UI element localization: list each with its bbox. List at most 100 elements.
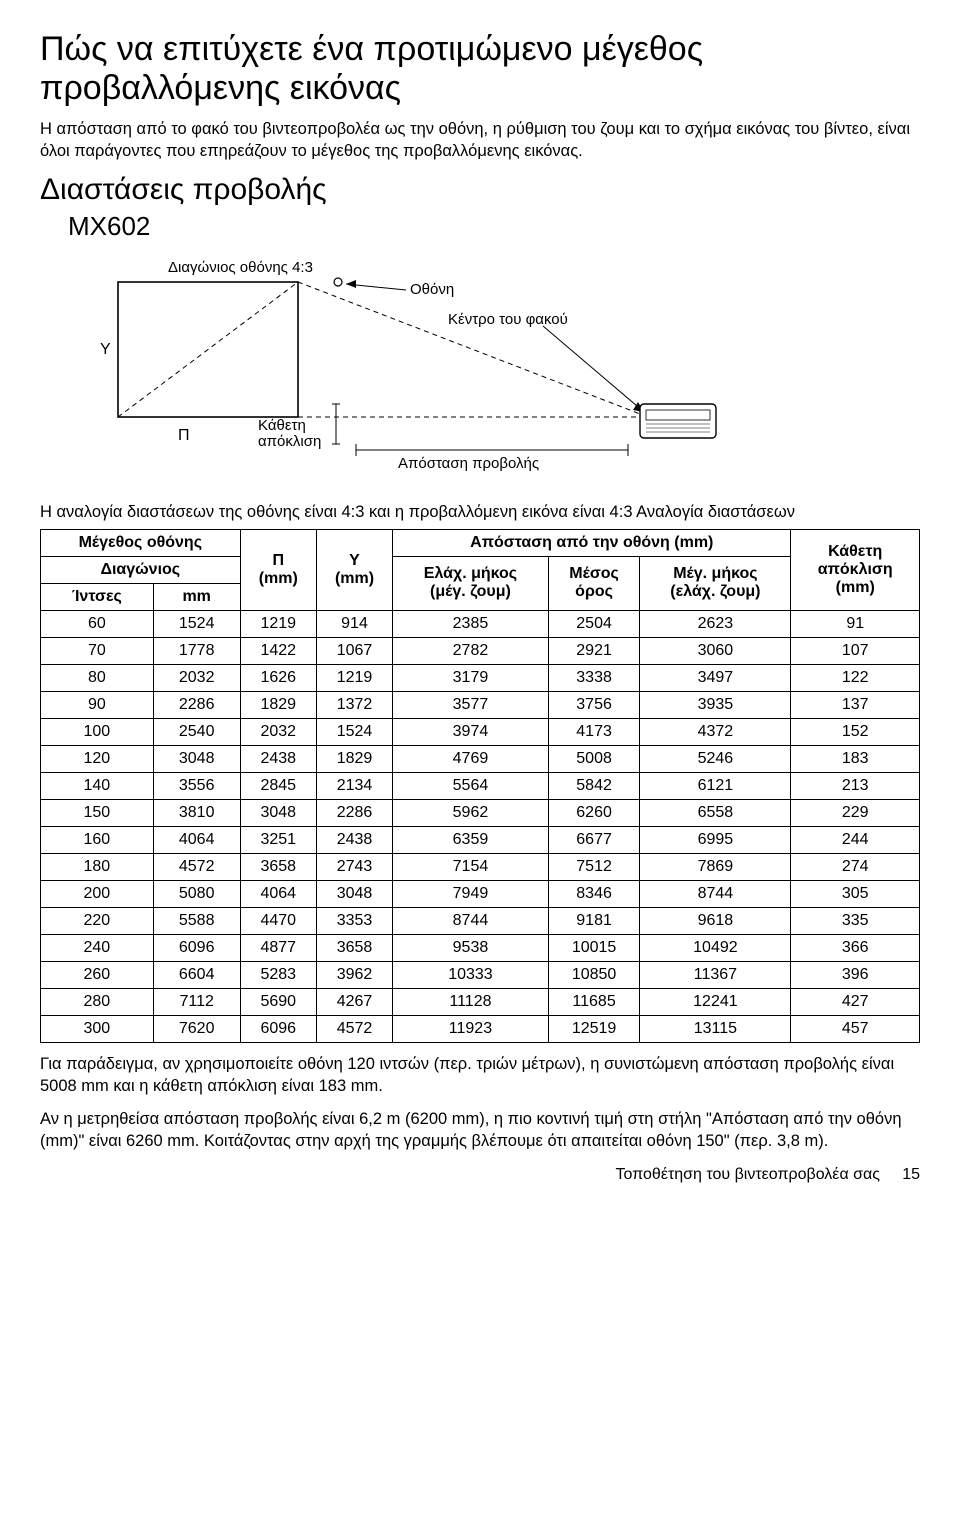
- table-cell: 274: [791, 853, 920, 880]
- projection-table: Μέγεθος οθόνης Π(mm) Υ(mm) Απόσταση από …: [40, 529, 920, 1043]
- table-cell: 5080: [153, 880, 240, 907]
- table-row: 160406432512438635966776995244: [41, 826, 920, 853]
- page-footer: Τοποθέτηση του βιντεοπροβολέα σας 15: [40, 1166, 920, 1184]
- table-cell: 1626: [240, 664, 316, 691]
- table-cell: 1829: [240, 691, 316, 718]
- table-cell: 4173: [548, 718, 640, 745]
- table-cell: 1067: [316, 637, 392, 664]
- table-row: 90228618291372357737563935137: [41, 691, 920, 718]
- table-cell: 5283: [240, 961, 316, 988]
- table-cell: 1778: [153, 637, 240, 664]
- table-cell: 3048: [240, 799, 316, 826]
- table-row: 280711256904267111281168512241427: [41, 988, 920, 1015]
- table-cell: 427: [791, 988, 920, 1015]
- aspect-ratio-text: Η αναλογία διαστάσεων της οθόνης είναι 4…: [40, 501, 920, 523]
- table-cell: 4267: [316, 988, 392, 1015]
- table-cell: 914: [316, 610, 392, 637]
- table-cell: 4064: [240, 880, 316, 907]
- th-screen-size: Μέγεθος οθόνης: [41, 529, 241, 556]
- table-cell: 3353: [316, 907, 392, 934]
- table-cell: 11367: [640, 961, 791, 988]
- table-cell: 2921: [548, 637, 640, 664]
- table-cell: 2845: [240, 772, 316, 799]
- table-row: 140355628452134556458426121213: [41, 772, 920, 799]
- table-cell: 183: [791, 745, 920, 772]
- table-cell: 2623: [640, 610, 791, 637]
- table-cell: 4064: [153, 826, 240, 853]
- table-cell: 6121: [640, 772, 791, 799]
- table-cell: 70: [41, 637, 154, 664]
- table-cell: 260: [41, 961, 154, 988]
- projection-diagram: Διαγώνιος οθόνης 4:3 Οθόνη Κέντρο του φα…: [88, 252, 920, 487]
- table-cell: 1372: [316, 691, 392, 718]
- th-voffset: Κάθετηαπόκλιση(mm): [791, 529, 920, 610]
- table-cell: 160: [41, 826, 154, 853]
- table-cell: 5564: [393, 772, 549, 799]
- table-row: 180457236582743715475127869274: [41, 853, 920, 880]
- table-cell: 6096: [240, 1015, 316, 1042]
- table-cell: 3048: [153, 745, 240, 772]
- table-row: 601524121991423852504262391: [41, 610, 920, 637]
- table-cell: 244: [791, 826, 920, 853]
- table-cell: 5842: [548, 772, 640, 799]
- table-cell: 2504: [548, 610, 640, 637]
- table-cell: 6260: [548, 799, 640, 826]
- table-cell: 5008: [548, 745, 640, 772]
- table-cell: 107: [791, 637, 920, 664]
- th-P: Π(mm): [240, 529, 316, 610]
- table-cell: 2286: [316, 799, 392, 826]
- table-cell: 150: [41, 799, 154, 826]
- table-cell: 2134: [316, 772, 392, 799]
- table-row: 120304824381829476950085246183: [41, 745, 920, 772]
- table-cell: 2032: [240, 718, 316, 745]
- table-row: 200508040643048794983468744305: [41, 880, 920, 907]
- th-inches: Ίντσες: [41, 583, 154, 610]
- footer-page-number: 15: [902, 1166, 920, 1183]
- table-cell: 5962: [393, 799, 549, 826]
- table-cell: 3658: [240, 853, 316, 880]
- table-cell: 3810: [153, 799, 240, 826]
- footer-text: Τοποθέτηση του βιντεοπροβολέα σας: [616, 1166, 880, 1183]
- table-cell: 7949: [393, 880, 549, 907]
- table-cell: 6359: [393, 826, 549, 853]
- table-cell: 3962: [316, 961, 392, 988]
- table-cell: 140: [41, 772, 154, 799]
- table-cell: 1524: [316, 718, 392, 745]
- table-cell: 305: [791, 880, 920, 907]
- table-cell: 10850: [548, 961, 640, 988]
- table-cell: 2385: [393, 610, 549, 637]
- table-cell: 396: [791, 961, 920, 988]
- example-paragraph-2: Αν η μετρηθείσα απόσταση προβολής είναι …: [40, 1108, 920, 1153]
- th-avg: Μέσοςόρος: [548, 556, 640, 610]
- table-cell: 80: [41, 664, 154, 691]
- page-title: Πώς να επιτύχετε ένα προτιμώμενο μέγεθος…: [40, 30, 920, 108]
- table-row: 80203216261219317933383497122: [41, 664, 920, 691]
- table-cell: 9538: [393, 934, 549, 961]
- label-lens-center: Κέντρο του φακού: [448, 311, 568, 328]
- table-cell: 9181: [548, 907, 640, 934]
- table-row: 300762060964572119231251913115457: [41, 1015, 920, 1042]
- table-cell: 213: [791, 772, 920, 799]
- table-cell: 3577: [393, 691, 549, 718]
- table-cell: 7869: [640, 853, 791, 880]
- table-cell: 5588: [153, 907, 240, 934]
- table-cell: 11923: [393, 1015, 549, 1042]
- table-cell: 10015: [548, 934, 640, 961]
- intro-paragraph: Η απόσταση από το φακό του βιντεοπροβολέ…: [40, 118, 920, 163]
- table-cell: 120: [41, 745, 154, 772]
- table-row: 100254020321524397441734372152: [41, 718, 920, 745]
- table-cell: 5690: [240, 988, 316, 1015]
- label-Y: Υ: [100, 341, 111, 358]
- table-cell: 7620: [153, 1015, 240, 1042]
- table-cell: 457: [791, 1015, 920, 1042]
- table-cell: 9618: [640, 907, 791, 934]
- table-cell: 12241: [640, 988, 791, 1015]
- label-screen: Οθόνη: [410, 281, 454, 298]
- table-cell: 2286: [153, 691, 240, 718]
- table-cell: 1219: [316, 664, 392, 691]
- table-cell: 1829: [316, 745, 392, 772]
- table-cell: 180: [41, 853, 154, 880]
- table-row: 260660452833962103331085011367396: [41, 961, 920, 988]
- table-cell: 200: [41, 880, 154, 907]
- table-cell: 2540: [153, 718, 240, 745]
